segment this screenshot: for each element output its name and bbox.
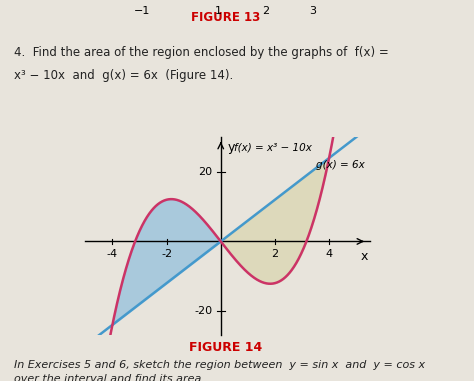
Text: 2: 2	[262, 6, 269, 16]
Text: 4: 4	[326, 249, 333, 259]
Text: −1: −1	[134, 6, 150, 16]
Text: 20: 20	[199, 167, 213, 177]
Text: -2: -2	[161, 249, 172, 259]
Text: x³ − 10x  and  g(x) = 6x  (Figure 14).: x³ − 10x and g(x) = 6x (Figure 14).	[14, 69, 234, 82]
Text: -20: -20	[194, 306, 213, 316]
Text: x: x	[361, 250, 368, 263]
Text: y: y	[228, 141, 235, 154]
Text: FIGURE 13: FIGURE 13	[191, 11, 260, 24]
Text: -4: -4	[107, 249, 118, 259]
Text: 1: 1	[215, 6, 221, 16]
Text: g(x) = 6x: g(x) = 6x	[316, 160, 365, 170]
Text: 3: 3	[310, 6, 316, 16]
Text: In Exercises 5 and 6, sketch the region between  y = sin x  and  y = cos x: In Exercises 5 and 6, sketch the region …	[14, 360, 425, 370]
Text: 2: 2	[271, 249, 279, 259]
Text: FIGURE 14: FIGURE 14	[189, 341, 262, 354]
Text: over the interval and find its area.: over the interval and find its area.	[14, 374, 205, 381]
Text: 4.  Find the area of the region enclosed by the graphs of  f(x) =: 4. Find the area of the region enclosed …	[14, 46, 389, 59]
Text: f(x) = x³ − 10x: f(x) = x³ − 10x	[234, 142, 312, 152]
